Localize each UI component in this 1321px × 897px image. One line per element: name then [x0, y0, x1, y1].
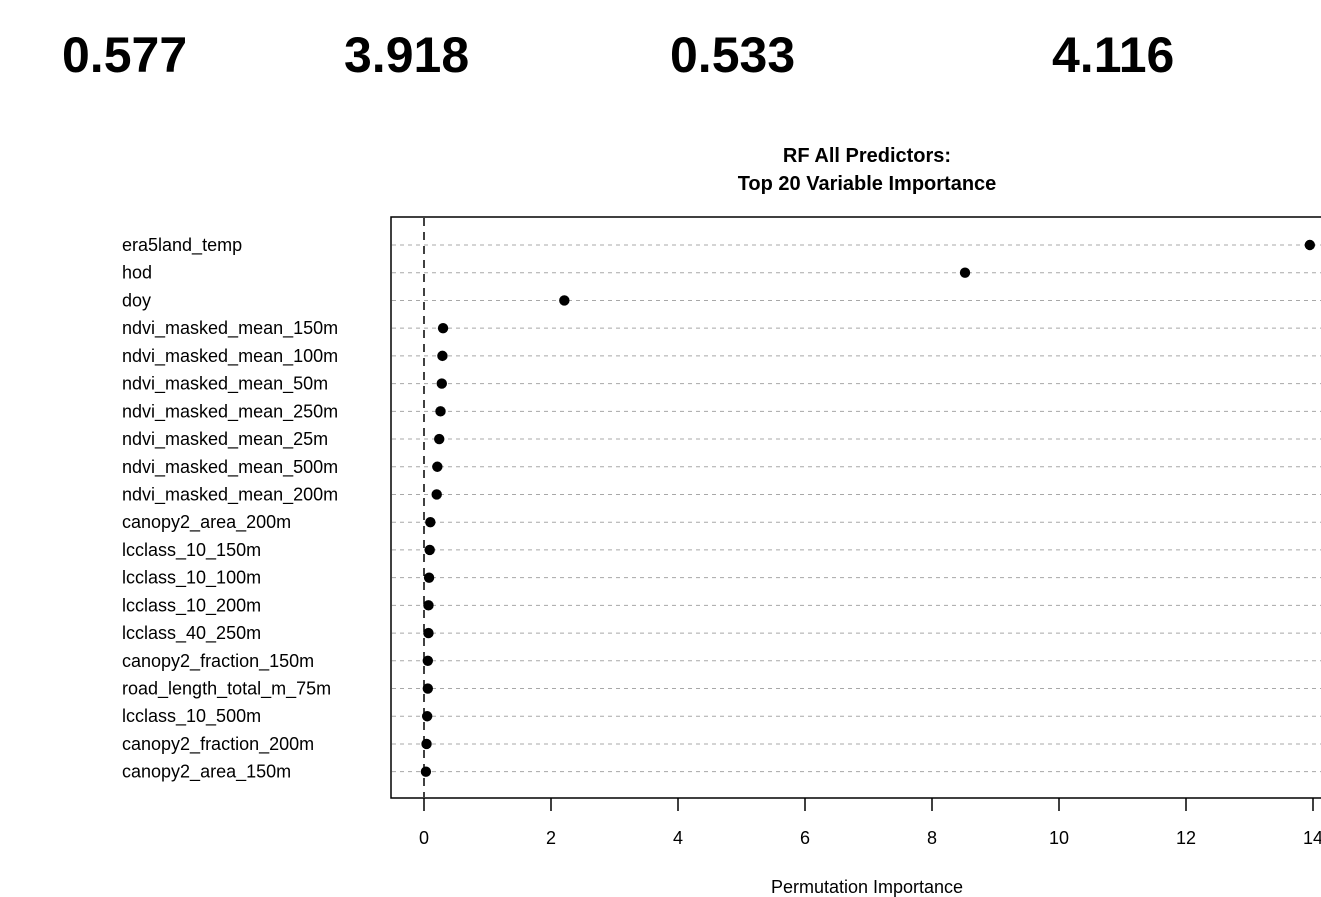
variable-label: canopy2_fraction_200m [122, 734, 314, 755]
data-point [434, 433, 445, 445]
data-point [423, 572, 435, 583]
variable-label: ndvi_masked_mean_50m [122, 374, 328, 395]
variable-label: canopy2_area_200m [122, 512, 291, 533]
chart-subtitle: Top 20 Variable Importance [738, 173, 997, 195]
data-point [423, 600, 434, 611]
metric-4: 4.116 [1052, 27, 1175, 83]
variable-label: lcclass_40_250m [122, 623, 261, 644]
data-point [437, 350, 448, 362]
data-point [436, 378, 447, 389]
data-point [421, 711, 433, 722]
grid-lines [392, 244, 1321, 773]
chart-title: RF All Predictors: [783, 145, 951, 167]
x-tick-label: 2 [546, 828, 556, 848]
x-tick-label: 8 [927, 828, 937, 848]
variable-label: ndvi_masked_mean_100m [122, 346, 338, 367]
variable-label: lcclass_10_150m [122, 540, 261, 561]
variable-label: lcclass_10_500m [122, 706, 261, 727]
variable-label: lcclass_10_100m [122, 568, 261, 589]
metric-3: 0.533 [670, 27, 796, 83]
variable-label: ndvi_masked_mean_150m [122, 318, 338, 339]
data-point [959, 267, 971, 278]
variable-label: canopy2_fraction_150m [122, 651, 314, 672]
metric-1: 0.577 [62, 27, 188, 83]
data-point [437, 322, 449, 334]
data-point [423, 627, 434, 639]
variable-label: hod [122, 263, 152, 283]
data-point [420, 766, 432, 777]
data-point [422, 683, 434, 694]
variable-label: doy [122, 290, 151, 310]
data-point [421, 738, 432, 750]
variable-label: road_length_total_m_75m [122, 679, 331, 700]
variable-label: lcclass_10_200m [122, 595, 261, 616]
variable-label: ndvi_masked_mean_25m [122, 429, 328, 450]
data-points [420, 239, 1316, 777]
x-tick-label: 12 [1176, 828, 1196, 848]
metric-2: 3.918 [344, 27, 470, 83]
data-point [422, 655, 434, 666]
variable-label: ndvi_masked_mean_250m [122, 401, 338, 422]
x-tick-label: 4 [673, 828, 683, 848]
x-tick-label: 0 [419, 828, 429, 848]
x-tick-label: 6 [800, 828, 810, 848]
data-point [1304, 239, 1316, 251]
plot-frame [390, 216, 1321, 799]
x-tick-label: 14 [1303, 828, 1321, 848]
variable-label: ndvi_masked_mean_200m [122, 484, 338, 505]
data-point [431, 489, 442, 500]
x-axis: 0 2 4 6 8 10 12 14 [419, 798, 1321, 848]
data-point [424, 544, 435, 556]
x-axis-label: Permutation Importance [771, 877, 963, 897]
data-point [435, 406, 446, 417]
x-tick-label: 10 [1049, 828, 1069, 848]
variable-label: era5land_temp [122, 235, 242, 256]
variable-label: canopy2_area_150m [122, 762, 291, 783]
variable-label: ndvi_masked_mean_500m [122, 457, 338, 478]
data-point [425, 517, 436, 528]
data-point [432, 461, 443, 472]
data-point [559, 295, 570, 306]
